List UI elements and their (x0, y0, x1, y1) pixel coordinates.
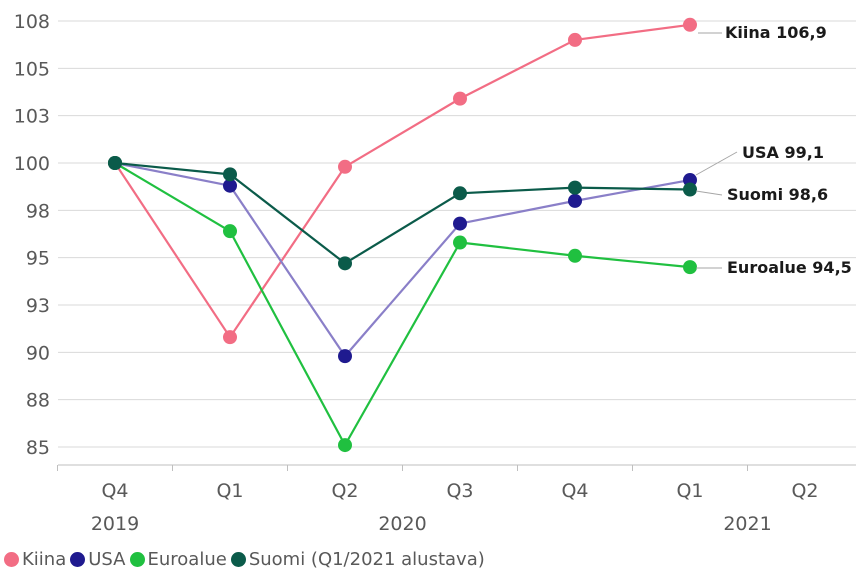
leader-line (695, 151, 738, 176)
x-year-label: 2020 (378, 513, 426, 535)
series-line-usa (114, 161, 691, 358)
x-tick-label: Q1 (216, 480, 243, 502)
x-year-label: 2021 (723, 513, 771, 535)
data-point-euroalue[interactable] (453, 235, 467, 250)
data-point-euroalue[interactable] (683, 260, 697, 275)
data-point-euroalue[interactable] (338, 438, 352, 453)
end-labels: Kiina 106,9 USA 99,1 Suomi 98,6 Euroalue 94… (695, 23, 852, 277)
legend-marker-usa (70, 551, 86, 567)
y-tick-label: 98 (26, 200, 50, 222)
x-tick-label: Q1 (676, 480, 703, 502)
x-tick-label: Q2 (791, 480, 818, 502)
series-marker-group (108, 17, 697, 453)
end-label-kiina: Kiina 106,9 (725, 23, 827, 42)
legend-item-kiina[interactable]: Kiina (4, 549, 66, 570)
data-point-usa[interactable] (223, 178, 237, 193)
data-point-suomi[interactable] (453, 186, 467, 201)
data-point-usa[interactable] (453, 216, 467, 231)
x-tick-label: Q3 (446, 480, 473, 502)
data-point-euroalue[interactable] (223, 224, 237, 239)
y-tick-label: 108 (14, 11, 50, 33)
series-lines (108, 17, 697, 453)
data-point-suomi[interactable] (683, 182, 697, 197)
data-point-kiina[interactable] (683, 17, 697, 32)
end-label-suomi: Suomi 98,6 (727, 185, 828, 204)
data-point-kiina[interactable] (568, 32, 582, 47)
series-line-group (114, 23, 691, 447)
data-point-suomi[interactable] (223, 167, 237, 182)
legend: Kiina USA Euroalue Suomi (Q1/2021 alusta… (4, 546, 489, 572)
data-point-suomi[interactable] (338, 256, 352, 271)
x-tick-label: Q4 (101, 480, 128, 502)
leader-line (695, 190, 723, 196)
y-tick-label: 105 (14, 58, 50, 80)
legend-label-usa: USA (88, 548, 126, 570)
data-point-suomi[interactable] (108, 156, 122, 170)
data-point-usa[interactable] (338, 349, 352, 364)
y-tick-label: 90 (26, 342, 50, 364)
y-tick-label: 100 (14, 153, 50, 175)
legend-label-suomi: Suomi (Q1/2021 alustava) (248, 548, 485, 570)
y-tick-label: 95 (26, 248, 50, 270)
data-point-kiina[interactable] (338, 159, 352, 174)
y-tick-label: 85 (26, 437, 50, 459)
legend-item-euroalue[interactable]: Euroalue (129, 548, 227, 570)
y-tick-label: 88 (26, 390, 50, 412)
series-line-suomi (114, 161, 691, 265)
data-point-euroalue[interactable] (568, 248, 582, 263)
legend-marker-kiina (4, 551, 19, 567)
y-tick-label: 93 (26, 295, 50, 317)
data-point-kiina[interactable] (223, 330, 237, 345)
legend-label-kiina: Kiina (22, 548, 67, 570)
data-point-suomi[interactable] (568, 180, 582, 195)
legend-item-suomi[interactable]: Suomi (Q1/2021 alustava) (230, 548, 485, 570)
y-tick-label: 103 (14, 106, 50, 128)
legend-marker-euroalue (129, 551, 145, 567)
x-tick-label: Q4 (561, 480, 588, 502)
data-point-usa[interactable] (568, 193, 582, 208)
x-axis: Q4 Q1 Q2 Q3 Q4 Q1 Q2 2019 2020 2021 (57, 464, 856, 535)
end-label-usa: USA 99,1 (742, 143, 824, 162)
gridlines (58, 20, 856, 448)
end-label-euroalue: Euroalue 94,5 (727, 258, 852, 277)
series-line-kiina (114, 23, 691, 339)
y-axis-tick-labels: 108 105 103 100 98 95 93 90 88 85 (14, 11, 50, 459)
x-tick-label: Q2 (331, 480, 358, 502)
legend-label-euroalue: Euroalue (147, 548, 227, 570)
legend-marker-suomi (230, 551, 246, 567)
legend-item-usa[interactable]: USA (70, 548, 126, 570)
x-year-label: 2019 (91, 513, 139, 535)
data-point-kiina[interactable] (453, 91, 467, 106)
series-line-euroalue (114, 162, 691, 447)
